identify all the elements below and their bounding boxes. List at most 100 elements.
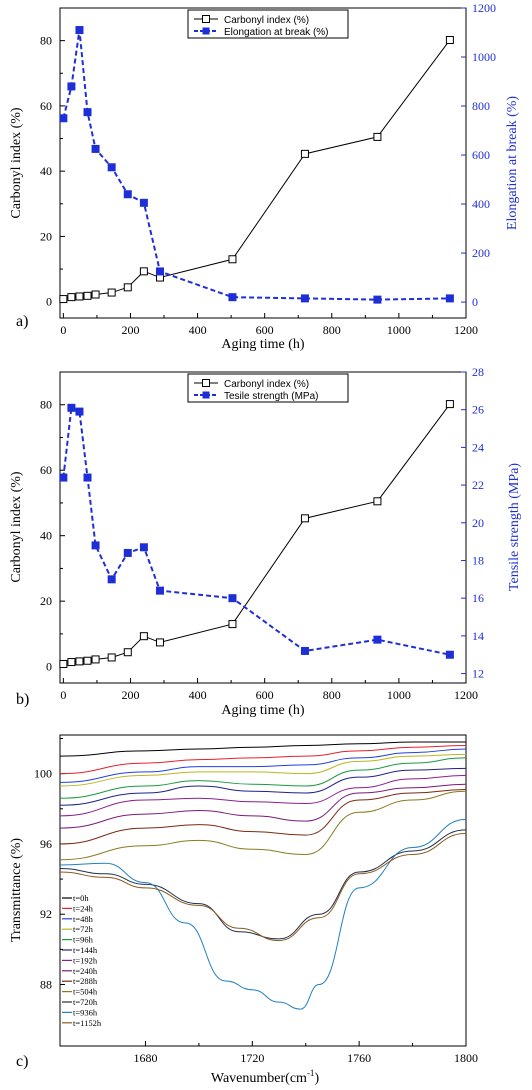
y-right-tick-label: 26 xyxy=(472,403,484,417)
panel-label: a) xyxy=(16,313,28,330)
series-5 xyxy=(59,767,467,806)
y-tick-label: 0 xyxy=(46,660,52,674)
data-point xyxy=(123,283,132,292)
series-line xyxy=(59,774,467,817)
x-tick-label: 1800 xyxy=(454,1051,478,1065)
data-point xyxy=(373,132,382,141)
data-point xyxy=(228,293,237,302)
y-tick-label: 60 xyxy=(40,463,52,477)
panel-b: 0 200 400 600 800 1000 1200 0 20 40 60 80 12 14 16 18 20… xyxy=(9,365,522,718)
plot-frame xyxy=(59,371,467,684)
x-tick-label: 800 xyxy=(323,323,341,337)
data-point xyxy=(300,294,309,303)
legend-label: t=0h xyxy=(73,893,89,903)
series-0 xyxy=(59,400,454,669)
series-7 xyxy=(59,783,467,829)
legend-marker xyxy=(202,27,210,35)
data-point xyxy=(445,400,454,409)
data-point xyxy=(107,653,116,662)
y-right-tick-label: 600 xyxy=(472,148,490,162)
y-right-tick-label: 400 xyxy=(472,197,490,211)
data-point xyxy=(155,586,164,595)
x-tick-label: 400 xyxy=(189,323,207,337)
series-line xyxy=(59,745,467,775)
legend-label: t=96h xyxy=(73,935,94,945)
y-tick-label: 80 xyxy=(40,398,52,412)
series-line xyxy=(59,788,467,845)
y-right-tick-label: 1200 xyxy=(472,1,496,15)
x-axis-label-superscript: -1 xyxy=(307,1068,315,1078)
legend-box xyxy=(187,373,349,403)
y-axis-label: Carbonyl index (%) xyxy=(9,107,24,219)
data-point xyxy=(91,541,100,550)
y-right-tick-label: 18 xyxy=(472,553,484,567)
data-point xyxy=(139,198,148,207)
legend-label: t=504h xyxy=(73,987,98,997)
data-point xyxy=(91,655,100,664)
data-point xyxy=(67,82,76,91)
legend-label: t=1152h xyxy=(73,1018,102,1028)
data-point xyxy=(83,108,92,117)
panel-a: 0 200 400 600 800 1000 12000204060800200400600… xyxy=(9,1,520,352)
y-right-tick-label: 22 xyxy=(472,478,484,492)
series-line xyxy=(59,818,467,1010)
plot-frame xyxy=(59,7,467,319)
data-point xyxy=(83,473,92,482)
x-tick-label: 400 xyxy=(189,688,207,702)
y-right-axis-label: Tensile strength (MPa) xyxy=(507,463,522,591)
data-point xyxy=(155,638,164,647)
data-point xyxy=(373,295,382,304)
series-4 xyxy=(59,757,467,799)
x-tick-label: 1680 xyxy=(133,1051,157,1065)
series-0 xyxy=(59,741,466,757)
series-line xyxy=(59,748,467,783)
x-axis-label: Wavenumber(cm-1) xyxy=(211,1068,320,1086)
legend-marker xyxy=(202,391,210,399)
legend-label: t=72h xyxy=(73,924,94,934)
data-point xyxy=(75,26,84,35)
x-tick-label: 200 xyxy=(121,323,139,337)
legend-label: Elongation at break (%) xyxy=(224,27,329,38)
y-right-axis-label: Elongation at break (%) xyxy=(505,96,520,230)
x-tick-label: 1200 xyxy=(454,323,478,337)
data-point xyxy=(228,255,237,264)
data-point xyxy=(228,620,237,629)
series-1 xyxy=(59,745,467,775)
legend-label: t=144h xyxy=(73,945,98,955)
panel-label: c) xyxy=(16,1053,28,1070)
data-point xyxy=(373,497,382,506)
data-point xyxy=(83,291,92,300)
data-point xyxy=(445,294,454,303)
x-tick-label: 1000 xyxy=(387,323,411,337)
y-tick-label: 20 xyxy=(40,594,52,608)
data-point xyxy=(139,267,148,276)
legend-label: Carbonyl index (%) xyxy=(224,15,309,26)
series-line xyxy=(59,783,467,829)
series-line xyxy=(59,767,467,806)
data-point xyxy=(67,658,76,667)
series-0 xyxy=(59,35,454,304)
legend: t=0ht=24ht=48ht=72ht=96ht=144ht=192ht=24… xyxy=(62,893,102,1028)
y-tick-label: 96 xyxy=(40,837,52,851)
data-point xyxy=(445,35,454,44)
data-point xyxy=(228,594,237,603)
legend-marker xyxy=(202,15,210,23)
series-line xyxy=(59,790,467,861)
y-tick-label: 40 xyxy=(40,164,52,178)
legend: Carbonyl index (%)Elongation at break (%… xyxy=(187,9,349,39)
series-11 xyxy=(59,818,467,1010)
series-line xyxy=(59,753,467,787)
legend-label: t=48h xyxy=(73,914,94,924)
y-axis-label: Carbonyl index (%) xyxy=(9,471,24,583)
y-tick-label: 40 xyxy=(40,529,52,543)
data-point xyxy=(75,292,84,301)
y-right-tick-label: 24 xyxy=(472,440,484,454)
y-right-tick-label: 1000 xyxy=(472,50,496,64)
x-tick-label: 200 xyxy=(121,688,139,702)
series-2 xyxy=(59,748,467,783)
y-tick-label: 60 xyxy=(40,99,52,113)
y-right-tick-label: 28 xyxy=(472,365,484,379)
series-10 xyxy=(59,829,467,940)
legend-label: Tesile strength (MPa) xyxy=(224,391,318,402)
